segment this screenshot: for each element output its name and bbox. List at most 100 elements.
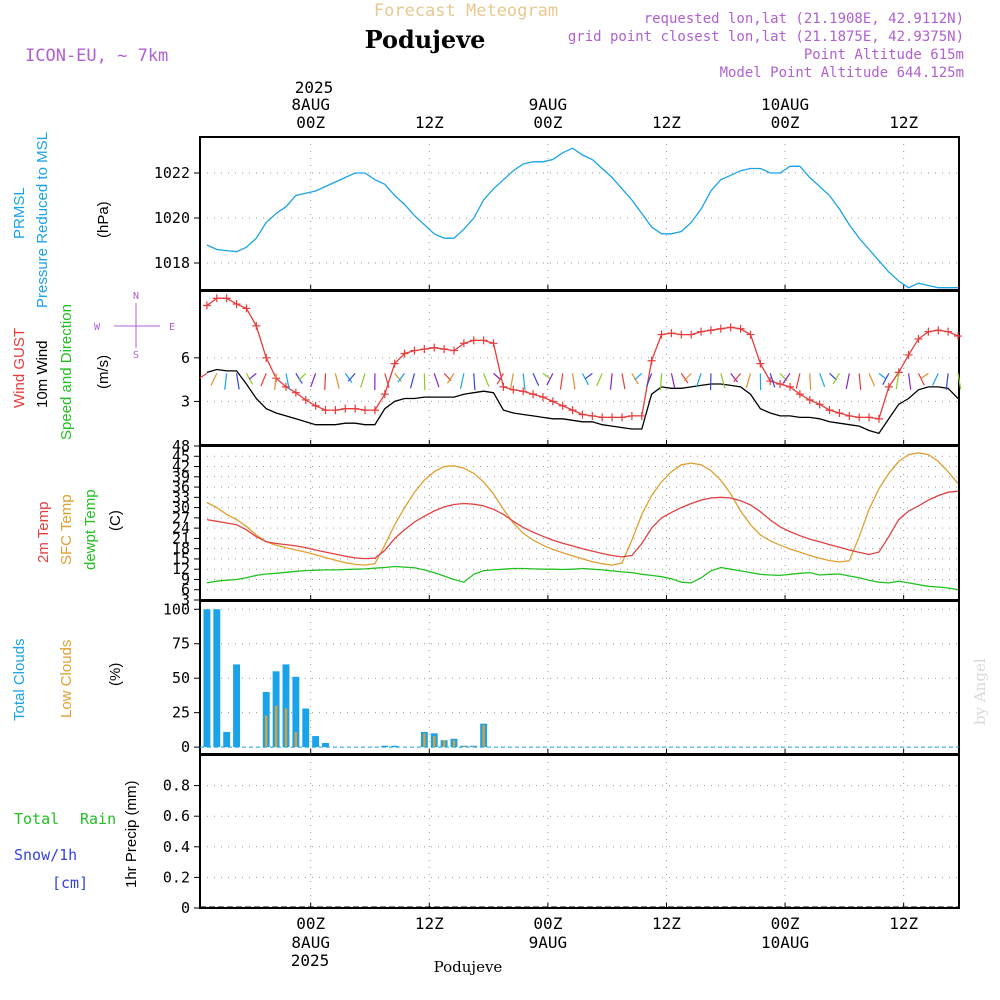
low-clouds-label: Low Clouds xyxy=(58,640,75,718)
dewpt-line xyxy=(206,565,959,591)
y-tick-label: 21 xyxy=(172,529,190,547)
y-tick-label: 25 xyxy=(172,704,190,722)
wind-arrow xyxy=(532,373,540,386)
wind-arrow xyxy=(347,372,356,382)
gust-marker xyxy=(726,323,735,332)
y-tick-label: 42 xyxy=(172,458,190,476)
low-cloud-bar xyxy=(423,733,426,748)
gust-marker xyxy=(459,339,468,348)
wind-arrow xyxy=(224,373,228,390)
top-time-label: 12Z xyxy=(889,113,918,132)
wind-arrow xyxy=(809,373,812,391)
compass-e: E xyxy=(169,322,175,333)
wind-arrow xyxy=(409,373,416,389)
gust-marker xyxy=(608,413,617,422)
bottom-time-label: 00Z xyxy=(771,914,800,933)
wind-arrow xyxy=(584,372,593,380)
gust-marker xyxy=(519,387,528,396)
year-bottom: 2025 xyxy=(291,951,330,970)
top-date-label: 9AUG xyxy=(529,95,568,114)
gust-marker xyxy=(657,330,666,339)
total-cloud-bar xyxy=(223,731,231,748)
y-tick-label: 1020 xyxy=(154,209,190,227)
total-cloud-bar xyxy=(322,742,329,748)
top-time-label: 12Z xyxy=(652,113,681,132)
y-tick-label: 12 xyxy=(172,560,190,578)
total-cloud-bar xyxy=(391,745,399,748)
celsius-label: (C) xyxy=(107,510,124,531)
gust-marker xyxy=(242,304,251,313)
low-cloud-bar xyxy=(284,708,288,748)
gust-marker xyxy=(548,397,557,406)
model-altitude: Model Point Altitude 644.125m xyxy=(720,65,964,81)
y-tick-label: 0.4 xyxy=(163,838,190,856)
total-cloud-bar xyxy=(312,736,320,748)
gust-marker xyxy=(301,395,310,404)
wind-arrow xyxy=(917,373,925,386)
panel-frame xyxy=(199,445,960,601)
speed-dir-label: Speed and Direction xyxy=(58,304,75,440)
wind-arrow xyxy=(683,372,692,382)
wind-arrow xyxy=(868,373,876,387)
bottom-date-label: 8AUG xyxy=(291,933,330,952)
gust-marker xyxy=(479,336,488,345)
wind-arrow xyxy=(571,373,576,390)
wind-arrow xyxy=(819,373,826,388)
gust-marker xyxy=(865,413,874,422)
bottom-time-label: 00Z xyxy=(296,914,325,933)
wind-arrow xyxy=(680,373,689,384)
top-time-label: 00Z xyxy=(771,113,800,132)
temp-labels: 2m Temp SFC Temp dewpt Temp (C) xyxy=(35,489,124,570)
wind-arrow xyxy=(832,373,840,385)
wind-arrow xyxy=(609,373,613,390)
wind-arrow xyxy=(248,372,257,380)
gust-marker xyxy=(795,390,804,399)
wind-arrow xyxy=(522,373,526,390)
low-cloud-bar xyxy=(442,740,446,748)
gust-marker xyxy=(489,339,498,348)
title-top: Forecast Meteogram xyxy=(374,1,558,21)
wind-arrow xyxy=(423,373,426,391)
wind-arrow xyxy=(957,373,962,390)
gust-marker xyxy=(440,345,449,354)
y-tick-label: 9 xyxy=(181,570,190,588)
panel-frame xyxy=(199,136,960,291)
gust-marker xyxy=(598,413,607,422)
low-cloud-bar xyxy=(433,736,436,748)
gust-marker xyxy=(815,400,824,409)
wind-arrow xyxy=(199,372,208,379)
gust-marker xyxy=(341,404,350,413)
wind-arrow xyxy=(733,372,742,383)
gust-marker xyxy=(884,382,893,391)
temp2m-label: 2m Temp xyxy=(35,502,52,563)
gust-marker xyxy=(390,359,399,368)
gust-marker xyxy=(202,301,211,310)
gust-marker xyxy=(805,395,814,404)
wind-arrow xyxy=(360,373,366,388)
rain-label: Rain xyxy=(80,810,116,828)
total-cloud-bar xyxy=(302,708,310,748)
wind-arrow xyxy=(459,373,465,389)
y-tick-label: 6 xyxy=(181,349,190,367)
gust-marker xyxy=(667,329,676,338)
wind-arrow xyxy=(483,373,490,387)
gust-marker xyxy=(924,327,933,336)
gust-marker xyxy=(786,382,795,391)
year-top: 2025 xyxy=(295,78,334,97)
gust-marker xyxy=(944,327,953,336)
top-date-label: 8AUG xyxy=(291,95,330,114)
top-time-label: 00Z xyxy=(296,113,325,132)
wind-labels: Wind GUST 10m Wind Speed and Direction (… xyxy=(11,304,112,440)
gust-marker xyxy=(351,404,360,413)
y-tick-label: 6 xyxy=(181,581,190,599)
cloud-labels: Total Clouds Low Clouds (%) xyxy=(11,638,124,721)
gust-marker xyxy=(874,414,883,423)
total-cloud-bar xyxy=(282,664,290,748)
gust-marker xyxy=(934,326,943,335)
wind-arrow xyxy=(310,373,317,388)
point-altitude: Point Altitude 615m xyxy=(804,47,964,63)
gust-marker xyxy=(627,411,636,420)
compass-w: W xyxy=(94,322,101,333)
dewpt-label: dewpt Temp xyxy=(82,489,99,570)
bottom-time-label: 12Z xyxy=(889,914,918,933)
